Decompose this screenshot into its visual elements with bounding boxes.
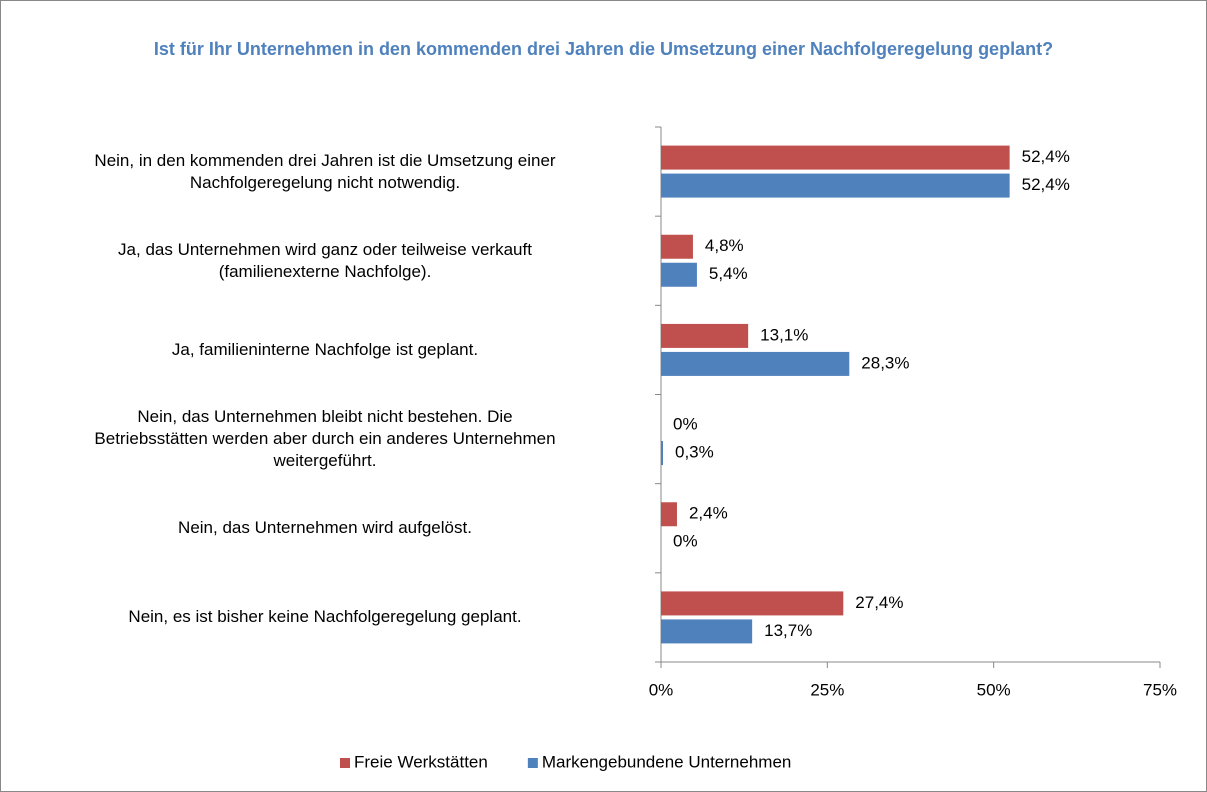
- value-label: 28,3%: [861, 353, 909, 372]
- category-label: Nein, das Unternehmen bleibt nicht beste…: [94, 407, 556, 471]
- value-label: 4,8%: [705, 236, 744, 255]
- category-label: Nein, das Unternehmen wird aufgelöst.: [178, 518, 472, 538]
- legend-label: Markengebundene Unternehmen: [542, 752, 792, 771]
- chart-title: Ist für Ihr Unternehmen in den kommenden…: [153, 39, 1054, 59]
- legend-swatch: [340, 758, 350, 768]
- value-label: 0%: [673, 415, 698, 434]
- category-label: Nein, in den kommenden drei Jahren ist d…: [94, 150, 556, 192]
- bar: [661, 619, 753, 644]
- bar: [661, 262, 697, 287]
- bar: [661, 441, 663, 466]
- value-label: 52,4%: [1022, 147, 1070, 166]
- value-label: 27,4%: [855, 593, 903, 612]
- value-label: 13,1%: [760, 325, 808, 344]
- legend-swatch: [527, 758, 538, 768]
- x-tick-label: 75%: [1143, 680, 1177, 699]
- bar: [661, 323, 749, 348]
- legend-label: Freie Werkstätten: [354, 752, 488, 771]
- value-label: 13,7%: [764, 621, 812, 640]
- bar: [661, 502, 677, 527]
- value-label: 52,4%: [1022, 175, 1070, 194]
- category-label: Nein, es ist bisher keine Nachfolgeregel…: [128, 607, 522, 627]
- bar: [661, 234, 693, 259]
- bar: [661, 351, 850, 376]
- value-label: 2,4%: [689, 504, 728, 523]
- value-label: 0,3%: [675, 443, 714, 462]
- x-tick-label: 50%: [977, 680, 1011, 699]
- bar: [661, 145, 1010, 170]
- value-label: 0%: [673, 532, 698, 551]
- bar: [661, 591, 844, 616]
- bar: [661, 173, 1010, 198]
- category-label: Ja, familieninterne Nachfolge ist geplan…: [171, 339, 479, 359]
- category-label: Ja, das Unternehmen wird ganz oder teilw…: [118, 239, 532, 281]
- value-label: 5,4%: [709, 264, 748, 283]
- x-tick-label: 0%: [649, 680, 674, 699]
- x-tick-label: 25%: [810, 680, 844, 699]
